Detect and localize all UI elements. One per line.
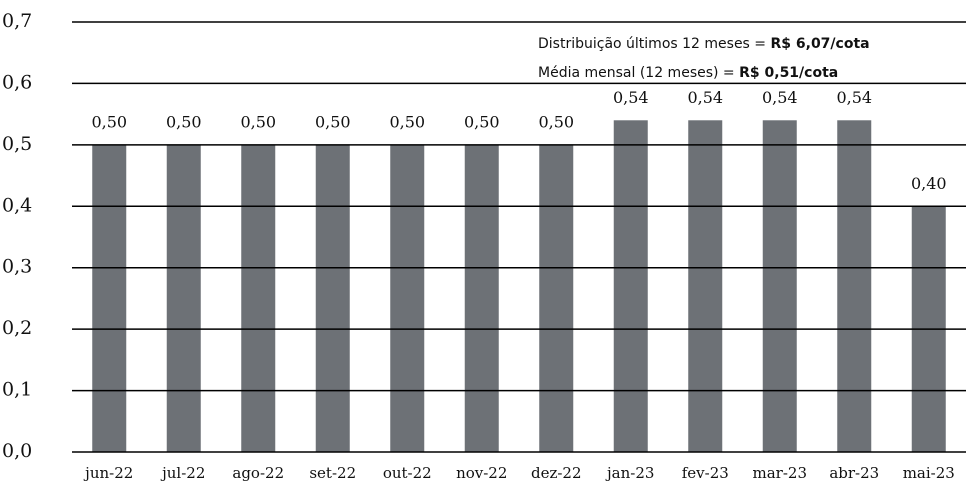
bar: [613, 120, 648, 453]
bar: [315, 144, 350, 452]
bar: [241, 144, 276, 452]
x-tick-label: jul-22: [160, 464, 205, 482]
y-tick-label: 0,4: [2, 194, 32, 216]
value-label: 0,50: [240, 112, 276, 131]
annotation-highlight: R$ 0,51/cota: [739, 65, 838, 81]
x-tick-label: jun-22: [83, 464, 133, 482]
value-label: 0,54: [687, 88, 723, 107]
bar: [539, 144, 574, 452]
y-tick-label: 0,1: [2, 379, 32, 401]
annotation-text: Média mensal (12 meses) =: [538, 65, 735, 81]
value-label: 0,50: [538, 112, 574, 131]
bar: [92, 144, 127, 452]
y-tick-label: 0,3: [2, 256, 32, 278]
x-tick-label: mai-23: [903, 464, 955, 482]
annotation-text: Distribuição últimos 12 meses =: [538, 36, 766, 52]
x-tick-label: set-22: [309, 464, 356, 482]
annotation-highlight: R$ 6,07/cota: [770, 36, 869, 52]
bar: [166, 144, 201, 452]
bar: [390, 144, 425, 452]
bar: [762, 120, 797, 453]
value-label: 0,50: [91, 112, 127, 131]
value-label: 0,54: [836, 88, 872, 107]
x-tick-label: jan-23: [605, 464, 654, 482]
value-label: 0,54: [762, 88, 798, 107]
x-tick-label: fev-23: [682, 464, 729, 482]
annotation: Média mensal (12 meses) = R$ 0,51/cota: [538, 65, 838, 81]
y-tick-label: 0,0: [2, 440, 32, 462]
x-tick-label: out-22: [383, 464, 432, 482]
y-tick-label: 0,2: [2, 317, 32, 339]
y-tick-label: 0,5: [2, 133, 32, 155]
value-label: 0,40: [911, 174, 947, 193]
bar: [464, 144, 499, 452]
x-tick-label: dez-22: [531, 464, 582, 482]
bar: [688, 120, 723, 453]
value-label: 0,54: [613, 88, 649, 107]
y-tick-label: 0,6: [2, 71, 32, 93]
x-tick-label: nov-22: [456, 464, 507, 482]
value-label: 0,50: [389, 112, 425, 131]
value-label: 0,50: [464, 112, 500, 131]
x-tick-label: ago-22: [232, 464, 284, 482]
value-label: 0,50: [315, 112, 351, 131]
value-label: 0,50: [166, 112, 202, 131]
bar: [837, 120, 872, 453]
annotation: Distribuição últimos 12 meses = R$ 6,07/…: [538, 36, 870, 52]
x-tick-label: abr-23: [829, 464, 879, 482]
y-tick-label: 0,7: [2, 10, 32, 32]
x-tick-label: mar-23: [753, 464, 808, 482]
